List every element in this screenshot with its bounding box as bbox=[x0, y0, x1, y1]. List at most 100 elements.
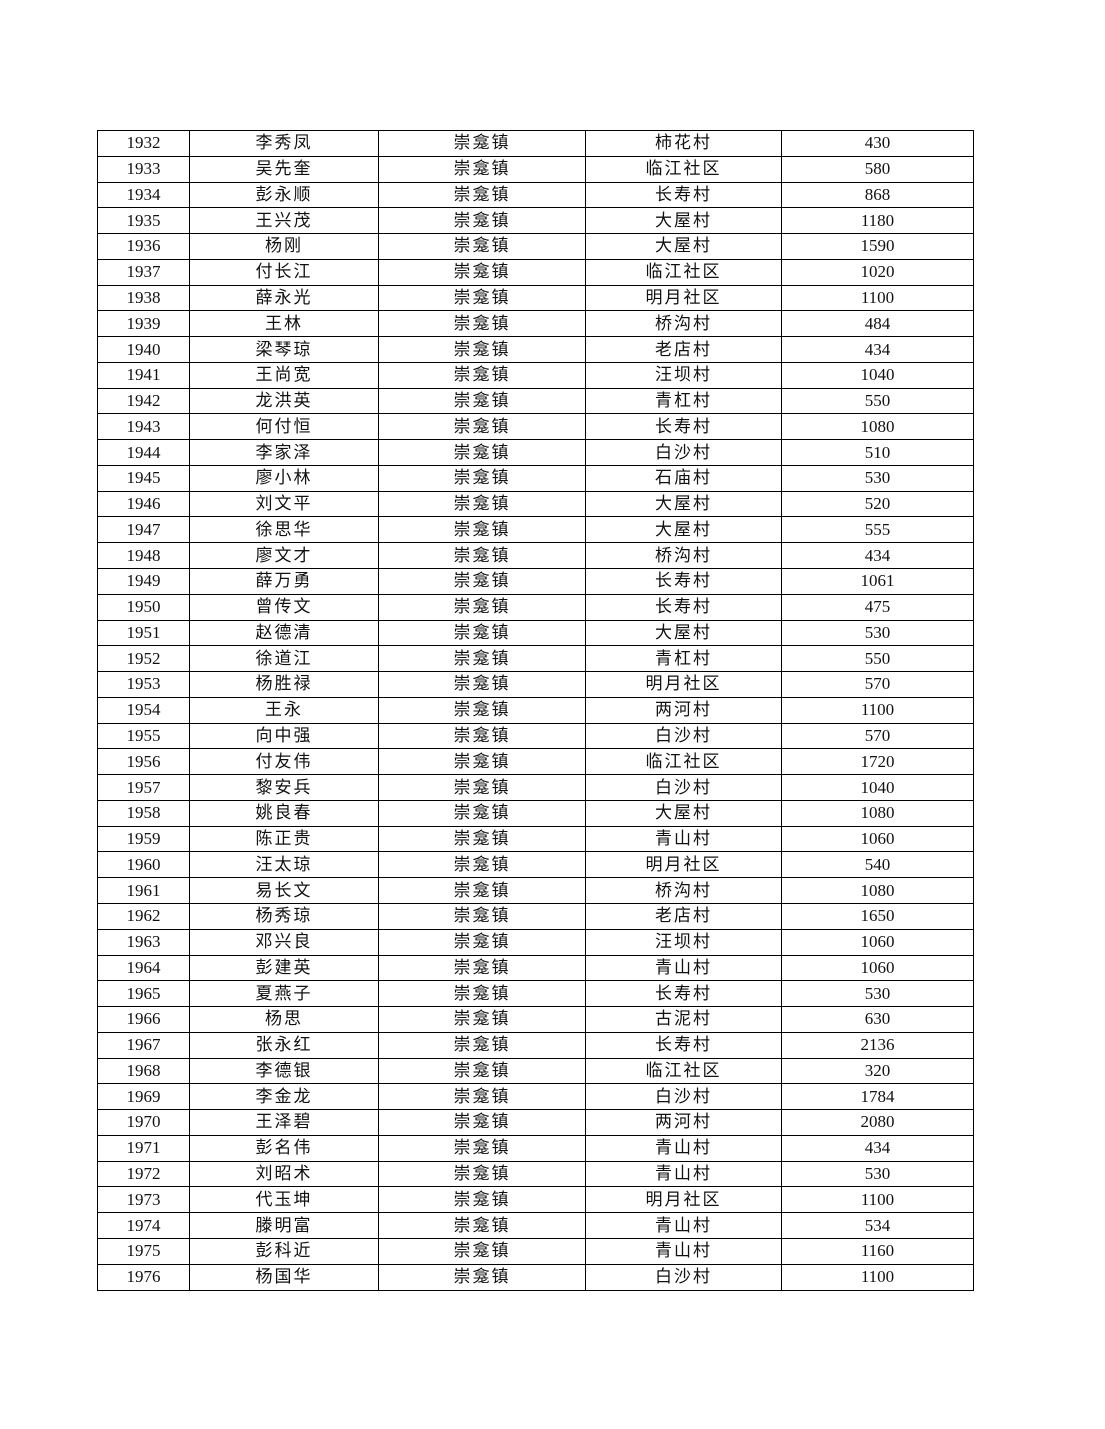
name-cell: 李家泽 bbox=[189, 439, 379, 466]
serial-number-cell: 1942 bbox=[97, 387, 190, 415]
table-row: 1936 杨刚 崇龛镇 大屋村 1590 bbox=[97, 233, 974, 260]
amount-cell: 540 bbox=[781, 851, 974, 879]
name-cell: 梁琴琼 bbox=[189, 336, 379, 363]
table-row: 1951 赵德清 崇龛镇 大屋村 530 bbox=[97, 619, 974, 647]
town-cell: 崇龛镇 bbox=[378, 1006, 586, 1033]
table-row: 1935 王兴茂 崇龛镇 大屋村 1180 bbox=[97, 207, 974, 235]
amount-cell: 1080 bbox=[781, 799, 974, 827]
town-cell: 崇龛镇 bbox=[378, 542, 586, 570]
village-cell: 白沙村 bbox=[585, 1083, 782, 1111]
town-cell: 崇龛镇 bbox=[378, 1263, 586, 1292]
town-cell: 崇龛镇 bbox=[378, 361, 586, 389]
serial-number-cell: 1935 bbox=[97, 207, 190, 235]
village-cell: 青山村 bbox=[585, 954, 782, 982]
amount-cell: 475 bbox=[781, 593, 974, 621]
name-cell: 曾传文 bbox=[189, 593, 379, 621]
town-cell: 崇龛镇 bbox=[378, 568, 586, 595]
town-cell: 崇龛镇 bbox=[378, 490, 586, 518]
town-cell: 崇龛镇 bbox=[378, 851, 586, 879]
amount-cell: 434 bbox=[781, 1134, 974, 1162]
table-row: 1962 杨秀琼 崇龛镇 老店村 1650 bbox=[97, 902, 974, 930]
town-cell: 崇龛镇 bbox=[378, 181, 586, 209]
amount-cell: 1040 bbox=[781, 774, 974, 801]
town-cell: 崇龛镇 bbox=[378, 1057, 586, 1085]
table-row: 1972 刘昭术 崇龛镇 青山村 530 bbox=[97, 1160, 974, 1188]
name-cell: 彭建英 bbox=[189, 954, 379, 982]
name-cell: 廖小林 bbox=[189, 464, 379, 492]
table-row: 1975 彭科近 崇龛镇 青山村 1160 bbox=[97, 1237, 974, 1265]
table-row: 1969 李金龙 崇龛镇 白沙村 1784 bbox=[97, 1083, 974, 1111]
village-cell: 白沙村 bbox=[585, 439, 782, 466]
town-cell: 崇龛镇 bbox=[378, 748, 586, 776]
amount-cell: 1784 bbox=[781, 1083, 974, 1111]
village-cell: 青杠村 bbox=[585, 387, 782, 415]
name-cell: 赵德清 bbox=[189, 619, 379, 647]
name-cell: 张永红 bbox=[189, 1031, 379, 1059]
table-row: 1949 薛万勇 崇龛镇 长寿村 1061 bbox=[97, 568, 974, 595]
amount-cell: 1040 bbox=[781, 361, 974, 389]
serial-number-cell: 1941 bbox=[97, 361, 190, 389]
name-cell: 邓兴良 bbox=[189, 928, 379, 956]
amount-cell: 1100 bbox=[781, 284, 974, 312]
name-cell: 代玉坤 bbox=[189, 1186, 379, 1214]
village-cell: 明月社区 bbox=[585, 284, 782, 312]
village-cell: 长寿村 bbox=[585, 1031, 782, 1059]
name-cell: 何付恒 bbox=[189, 413, 379, 441]
name-cell: 杨思 bbox=[189, 1006, 379, 1033]
village-cell: 长寿村 bbox=[585, 413, 782, 441]
village-cell: 长寿村 bbox=[585, 593, 782, 621]
town-cell: 崇龛镇 bbox=[378, 825, 586, 853]
town-cell: 崇龛镇 bbox=[378, 1031, 586, 1059]
serial-number-cell: 1932 bbox=[97, 130, 190, 157]
amount-cell: 570 bbox=[781, 671, 974, 698]
serial-number-cell: 1944 bbox=[97, 439, 190, 466]
town-cell: 崇龛镇 bbox=[378, 902, 586, 930]
serial-number-cell: 1964 bbox=[97, 954, 190, 982]
amount-cell: 1180 bbox=[781, 207, 974, 235]
name-cell: 李金龙 bbox=[189, 1083, 379, 1111]
town-cell: 崇龛镇 bbox=[378, 774, 586, 801]
town-cell: 崇龛镇 bbox=[378, 1237, 586, 1265]
table-row: 1932 李秀凤 崇龛镇 柿花村 430 bbox=[97, 130, 974, 157]
table-row: 1939 王林 崇龛镇 桥沟村 484 bbox=[97, 310, 974, 338]
serial-number-cell: 1934 bbox=[97, 181, 190, 209]
name-cell: 王兴茂 bbox=[189, 207, 379, 235]
town-cell: 崇龛镇 bbox=[378, 1083, 586, 1111]
village-cell: 青山村 bbox=[585, 825, 782, 853]
town-cell: 崇龛镇 bbox=[378, 954, 586, 982]
table-row: 1941 王尚宽 崇龛镇 汪坝村 1040 bbox=[97, 361, 974, 389]
amount-cell: 430 bbox=[781, 130, 974, 157]
serial-number-cell: 1963 bbox=[97, 928, 190, 956]
village-cell: 青山村 bbox=[585, 1160, 782, 1188]
amount-cell: 1160 bbox=[781, 1237, 974, 1265]
amount-cell: 484 bbox=[781, 310, 974, 338]
table-row: 1961 易长文 崇龛镇 桥沟村 1080 bbox=[97, 877, 974, 904]
village-cell: 白沙村 bbox=[585, 722, 782, 750]
town-cell: 崇龛镇 bbox=[378, 928, 586, 956]
amount-cell: 1080 bbox=[781, 877, 974, 904]
serial-number-cell: 1961 bbox=[97, 877, 190, 904]
town-cell: 崇龛镇 bbox=[378, 258, 586, 286]
name-cell: 滕明富 bbox=[189, 1212, 379, 1239]
serial-number-cell: 1966 bbox=[97, 1006, 190, 1033]
amount-cell: 520 bbox=[781, 490, 974, 518]
table-row: 1947 徐思华 崇龛镇 大屋村 555 bbox=[97, 516, 974, 544]
table-row: 1960 汪太琼 崇龛镇 明月社区 540 bbox=[97, 851, 974, 879]
village-cell: 大屋村 bbox=[585, 207, 782, 235]
village-cell: 两河村 bbox=[585, 1109, 782, 1136]
serial-number-cell: 1946 bbox=[97, 490, 190, 518]
village-cell: 青山村 bbox=[585, 1212, 782, 1239]
name-cell: 彭永顺 bbox=[189, 181, 379, 209]
name-cell: 廖文才 bbox=[189, 542, 379, 570]
name-cell: 龙洪英 bbox=[189, 387, 379, 415]
table-row: 1968 李德银 崇龛镇 临江社区 320 bbox=[97, 1057, 974, 1085]
town-cell: 崇龛镇 bbox=[378, 696, 586, 724]
table-row: 1953 杨胜禄 崇龛镇 明月社区 570 bbox=[97, 671, 974, 698]
amount-cell: 550 bbox=[781, 645, 974, 673]
table-row: 1952 徐道江 崇龛镇 青杠村 550 bbox=[97, 645, 974, 673]
table-row: 1955 向中强 崇龛镇 白沙村 570 bbox=[97, 722, 974, 750]
serial-number-cell: 1976 bbox=[97, 1263, 190, 1292]
village-cell: 石庙村 bbox=[585, 464, 782, 492]
town-cell: 崇龛镇 bbox=[378, 310, 586, 338]
records-table-body: 1932 李秀凤 崇龛镇 柿花村 430 1933 吴先奎 崇龛镇 临江社区 580 1934 彭永顺… bbox=[97, 130, 974, 1292]
